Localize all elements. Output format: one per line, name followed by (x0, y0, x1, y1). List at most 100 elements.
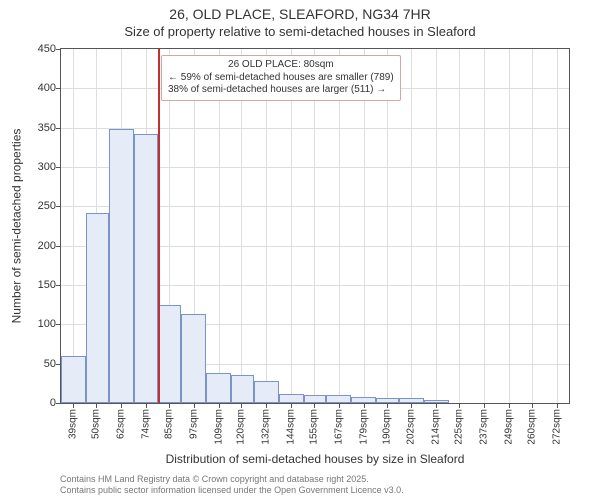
grid-line-v (364, 49, 365, 403)
x-tick-mark (532, 403, 533, 408)
histogram-bar (158, 305, 181, 403)
annotation-line2: 38% of semi-detached houses are larger (… (168, 84, 394, 97)
histogram-bar (181, 314, 206, 403)
x-tick-mark (291, 403, 292, 408)
grid-line-v (557, 49, 558, 403)
histogram-bar (376, 398, 399, 403)
histogram-bar (206, 373, 231, 403)
x-tick-label: 85sqm (163, 409, 174, 439)
y-tick-label: 50 (16, 358, 56, 370)
plot-area: 26 OLD PLACE: 80sqm ← 59% of semi-detach… (60, 48, 570, 404)
grid-line-v (73, 49, 74, 403)
histogram-bar (399, 398, 424, 404)
x-tick-mark (436, 403, 437, 408)
x-tick-label: 167sqm (333, 409, 344, 445)
x-tick-label: 39sqm (68, 409, 79, 439)
x-tick-label: 120sqm (236, 409, 247, 445)
x-tick-label: 237sqm (478, 409, 489, 445)
y-tick-label: 300 (16, 161, 56, 173)
x-tick-label: 62sqm (116, 409, 127, 439)
x-tick-mark (73, 403, 74, 408)
y-tick-label: 400 (16, 82, 56, 94)
chart-container: 26, OLD PLACE, SLEAFORD, NG34 7HR Size o… (0, 0, 600, 500)
y-tick-label: 150 (16, 279, 56, 291)
y-axis-label: Number of semi-detached properties (8, 48, 24, 404)
grid-line-v (219, 49, 220, 403)
x-tick-mark (219, 403, 220, 408)
grid-line-v (387, 49, 388, 403)
histogram-bar (231, 375, 254, 403)
histogram-bar (134, 134, 159, 403)
annotation-box: 26 OLD PLACE: 80sqm ← 59% of semi-detach… (161, 55, 401, 101)
x-tick-mark (509, 403, 510, 408)
histogram-bar (304, 395, 327, 403)
histogram-bar (351, 397, 376, 403)
grid-line-v (411, 49, 412, 403)
grid-line-v (459, 49, 460, 403)
grid-line-h (61, 128, 569, 129)
x-tick-label: 202sqm (406, 409, 417, 445)
y-axis-label-text: Number of semi-detached properties (9, 129, 23, 324)
chart-title-line1: 26, OLD PLACE, SLEAFORD, NG34 7HR (0, 6, 600, 22)
x-tick-mark (194, 403, 195, 408)
x-tick-label: 260sqm (526, 409, 537, 445)
grid-line-v (241, 49, 242, 403)
y-tick-label: 200 (16, 240, 56, 252)
x-tick-label: 74sqm (141, 409, 152, 439)
y-tick-label: 250 (16, 200, 56, 212)
histogram-bar (326, 395, 351, 403)
x-tick-mark (169, 403, 170, 408)
x-tick-mark (241, 403, 242, 408)
y-tick-label: 0 (16, 397, 56, 409)
x-tick-label: 214sqm (431, 409, 442, 445)
marker-line (158, 49, 160, 403)
y-tick-mark (56, 49, 61, 50)
y-tick-label: 350 (16, 122, 56, 134)
footer-line2: Contains public sector information licen… (60, 485, 570, 496)
x-tick-label: 249sqm (503, 409, 514, 445)
histogram-bar (254, 381, 279, 403)
x-tick-label: 179sqm (358, 409, 369, 445)
grid-line-v (314, 49, 315, 403)
annotation-title: 26 OLD PLACE: 80sqm (168, 59, 394, 72)
annotation-line1: ← 59% of semi-detached houses are smalle… (168, 72, 394, 85)
x-tick-mark (339, 403, 340, 408)
x-axis-label: Distribution of semi-detached houses by … (60, 452, 570, 466)
chart-title-line2: Size of property relative to semi-detach… (0, 24, 600, 39)
x-tick-mark (314, 403, 315, 408)
grid-line-v (291, 49, 292, 403)
grid-line-v (436, 49, 437, 403)
x-tick-mark (459, 403, 460, 408)
x-tick-mark (411, 403, 412, 408)
grid-line-v (509, 49, 510, 403)
x-tick-label: 144sqm (286, 409, 297, 445)
x-tick-label: 155sqm (308, 409, 319, 445)
x-tick-mark (146, 403, 147, 408)
histogram-bar (109, 129, 134, 403)
x-tick-label: 272sqm (551, 409, 562, 445)
x-tick-label: 132sqm (261, 409, 272, 445)
histogram-bar (279, 394, 304, 403)
footer-line1: Contains HM Land Registry data © Crown c… (60, 474, 570, 485)
grid-line-v (266, 49, 267, 403)
x-tick-mark (266, 403, 267, 408)
x-tick-mark (387, 403, 388, 408)
x-tick-mark (364, 403, 365, 408)
histogram-bar (424, 400, 449, 403)
x-tick-label: 225sqm (454, 409, 465, 445)
grid-line-v (532, 49, 533, 403)
x-tick-mark (557, 403, 558, 408)
histogram-bar (61, 356, 86, 403)
y-tick-label: 100 (16, 318, 56, 330)
x-tick-mark (121, 403, 122, 408)
grid-line-v (339, 49, 340, 403)
x-tick-label: 50sqm (91, 409, 102, 439)
y-tick-label: 450 (16, 43, 56, 55)
x-tick-label: 109sqm (213, 409, 224, 445)
footer-attribution: Contains HM Land Registry data © Crown c… (60, 474, 570, 496)
histogram-bar (86, 213, 109, 403)
x-tick-label: 190sqm (381, 409, 392, 445)
x-tick-label: 97sqm (188, 409, 199, 439)
x-tick-mark (484, 403, 485, 408)
y-tick-mark (56, 403, 61, 404)
